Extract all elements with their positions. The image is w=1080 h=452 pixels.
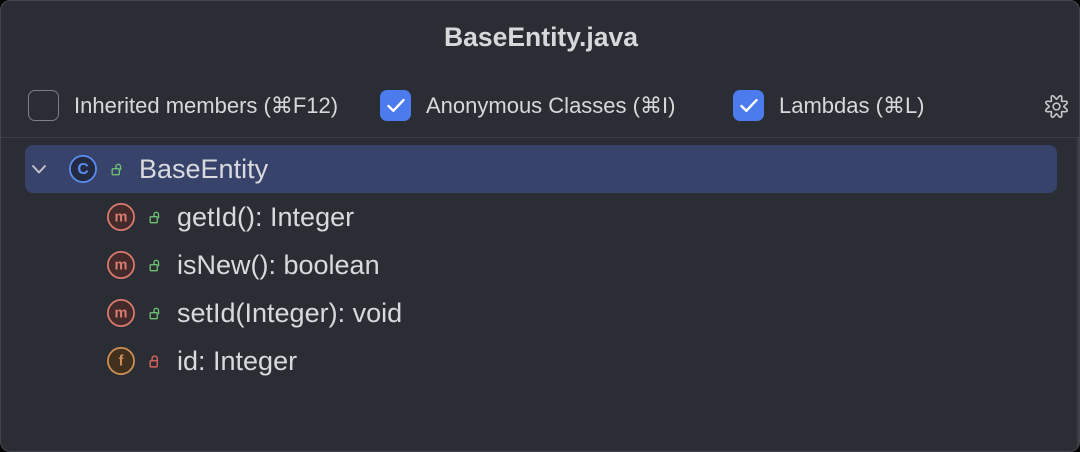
svg-text:C: C [77,161,88,178]
svg-text:m: m [115,258,128,274]
svg-text:f: f [119,354,124,370]
svg-text:m: m [115,306,128,322]
svg-text:m: m [115,210,128,226]
